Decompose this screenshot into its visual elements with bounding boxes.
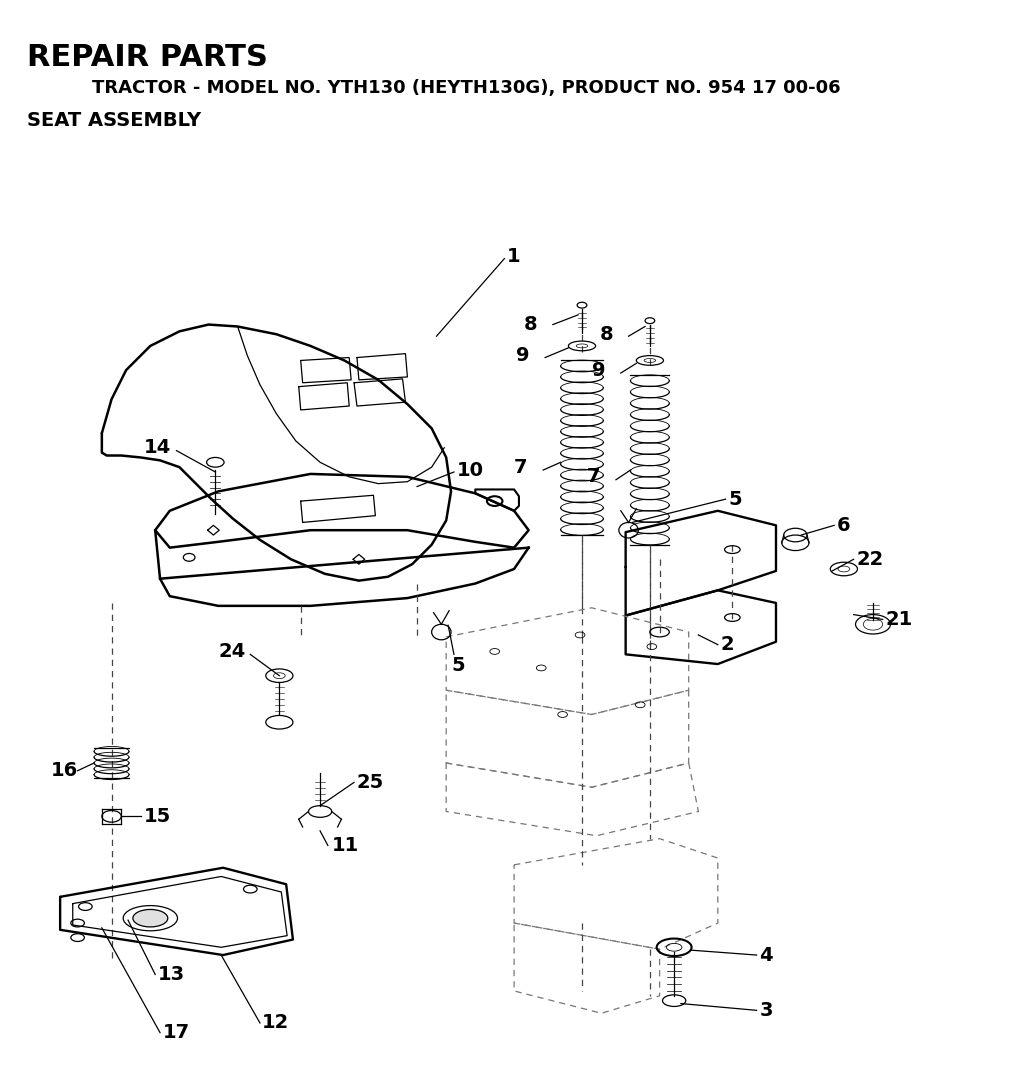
- Text: 11: 11: [332, 836, 359, 855]
- Text: TRACTOR - MODEL NO. YTH130 (HEYTH130G), PRODUCT NO. 954 17 00-06: TRACTOR - MODEL NO. YTH130 (HEYTH130G), …: [92, 79, 841, 98]
- Text: 12: 12: [262, 1013, 289, 1032]
- Text: 10: 10: [457, 460, 484, 480]
- Text: 15: 15: [143, 807, 171, 826]
- Text: 22: 22: [856, 549, 884, 569]
- Text: 7: 7: [587, 468, 600, 486]
- Text: 21: 21: [886, 609, 912, 629]
- Text: 9: 9: [516, 347, 529, 365]
- Text: 2: 2: [721, 635, 734, 655]
- Text: 17: 17: [163, 1024, 190, 1042]
- Text: 24: 24: [218, 642, 246, 661]
- Text: 3: 3: [760, 1001, 773, 1019]
- Text: 25: 25: [357, 773, 384, 792]
- Text: 5: 5: [451, 657, 465, 676]
- Text: 16: 16: [50, 761, 78, 780]
- Text: SEAT ASSEMBLY: SEAT ASSEMBLY: [28, 112, 202, 130]
- Text: 1: 1: [507, 247, 521, 266]
- Text: 7: 7: [514, 458, 527, 476]
- Text: 8: 8: [524, 315, 538, 334]
- Text: 14: 14: [143, 438, 171, 457]
- Text: 4: 4: [760, 945, 773, 965]
- Text: 5: 5: [728, 489, 742, 509]
- Text: REPAIR PARTS: REPAIR PARTS: [28, 43, 268, 72]
- Text: 8: 8: [599, 325, 613, 343]
- Text: 6: 6: [837, 516, 851, 534]
- Text: 13: 13: [158, 965, 185, 984]
- Text: 9: 9: [592, 361, 605, 380]
- Ellipse shape: [133, 910, 168, 927]
